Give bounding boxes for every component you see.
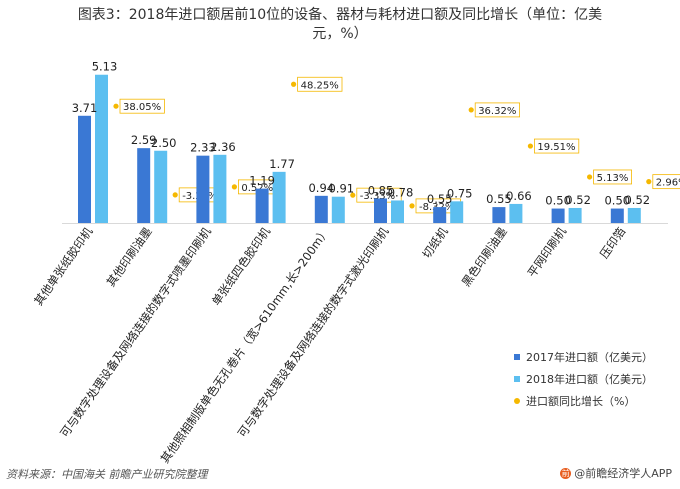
brand-logo-icon: 前 <box>560 467 572 479</box>
bar-2017 <box>78 115 91 223</box>
bar-2017 <box>551 208 565 223</box>
bar-label-2018: 2.36 <box>210 140 236 154</box>
chart-title-line2: 元，%） <box>312 26 368 42</box>
legend-swatch-2018 <box>514 376 520 382</box>
growth-point <box>291 81 297 87</box>
bar-label-2017: 2.33 <box>190 141 216 155</box>
category-label: 单张纸四色胶印机 <box>209 224 274 308</box>
bar-2018 <box>213 154 227 223</box>
legend-item-2018: 2018年进口额（亿美元） <box>514 368 653 390</box>
bar-label-2018: 0.91 <box>328 182 354 196</box>
growth-label-box <box>652 174 680 190</box>
category-label: 平网印刷机 <box>525 224 570 280</box>
bar-label-2017: 0.94 <box>308 181 334 195</box>
growth-point <box>646 179 652 185</box>
bar-2017 <box>137 148 151 223</box>
legend-swatch-2017 <box>514 354 520 360</box>
growth-label-box <box>474 102 521 118</box>
legend-label-2017: 2017年进口额（亿美元） <box>526 351 653 364</box>
bar-label-2017: 1.19 <box>249 174 275 188</box>
growth-label-box <box>534 138 580 154</box>
growth-point <box>231 184 237 190</box>
growth-label-box <box>297 76 343 92</box>
bar-2017 <box>433 207 447 223</box>
bar-label-2017: 0.50 <box>545 194 571 208</box>
growth-label: 0.52% <box>241 183 273 194</box>
bar-2018 <box>272 171 286 223</box>
bar-label-2017: 0.55 <box>427 192 453 206</box>
bar-2017 <box>196 155 210 223</box>
bar-label-2017: 0.55 <box>486 192 512 206</box>
growth-label: 19.51% <box>537 142 575 153</box>
legend-label-2018: 2018年进口额（亿美元） <box>526 373 653 386</box>
bar-label-2017: 0.85 <box>368 183 394 197</box>
bar-label-2018: 0.66 <box>506 189 532 203</box>
bar-2017 <box>374 198 387 223</box>
brand-credit: 前 @前瞻经济学人APP <box>560 465 672 481</box>
bar-2018 <box>391 200 404 223</box>
growth-point <box>587 174 593 180</box>
bar-label-2017: 2.59 <box>131 133 157 147</box>
bar-2018 <box>331 196 345 223</box>
legend-swatch-growth <box>514 398 520 404</box>
growth-label: 38.05% <box>123 102 161 113</box>
chart-title: 图表3：2018年进口额居前10位的设备、器材与耗材进口额及同比增长（单位：亿美… <box>0 6 680 44</box>
growth-label-box <box>593 169 632 185</box>
bar-label-2018: 5.13 <box>92 60 118 74</box>
bar-label-2018: 0.52 <box>565 193 591 207</box>
growth-label: 2.96% <box>656 178 680 189</box>
bar-label-2018: 2.50 <box>151 136 177 150</box>
bar-label-2018: 0.52 <box>624 193 650 207</box>
growth-label: -3.33% <box>360 191 395 202</box>
bar-2017 <box>610 208 624 223</box>
chart-legend: 2017年进口额（亿美元） 2018年进口额（亿美元） 进口额同比增长（%） <box>514 346 653 412</box>
bar-2017 <box>492 207 506 223</box>
bar-2018 <box>568 207 582 223</box>
bar-2018 <box>627 207 641 223</box>
bar-2018 <box>154 150 168 223</box>
source-note: 资料来源：中国海关 前瞻产业研究院整理 <box>6 468 208 481</box>
category-label: 切纸机 <box>419 224 451 261</box>
bar-2018 <box>509 203 523 223</box>
growth-label: 36.32% <box>478 106 516 117</box>
bar-2017 <box>314 195 328 223</box>
growth-point <box>350 192 356 198</box>
growth-label: 5.13% <box>597 173 629 184</box>
category-label: 压印箔 <box>597 225 628 261</box>
bar-label-2018: 1.77 <box>269 157 295 171</box>
category-label: 其他印刷油墨 <box>104 225 155 290</box>
bar-label-2017: 0.50 <box>604 194 630 208</box>
category-label: 黑色印刷油墨 <box>459 225 510 290</box>
growth-point <box>113 103 119 109</box>
legend-item-growth: 进口额同比增长（%） <box>514 390 653 412</box>
bar-label-2018: 0.75 <box>447 186 473 200</box>
bar-label-2017: 3.71 <box>72 101 98 115</box>
chart-title-line1: 图表3：2018年进口额居前10位的设备、器材与耗材进口额及同比增长（单位：亿美 <box>77 7 603 23</box>
growth-point <box>409 203 415 209</box>
bar-2018 <box>450 201 464 223</box>
growth-point <box>172 192 178 198</box>
bar-label-2018: 0.78 <box>388 185 414 199</box>
growth-label: 48.25% <box>301 80 339 91</box>
growth-point <box>468 107 474 113</box>
growth-label-box <box>119 98 165 114</box>
category-label: 其他单张纸胶印机 <box>31 224 96 308</box>
legend-item-2017: 2017年进口额（亿美元） <box>514 346 653 368</box>
bar-2018 <box>95 74 108 223</box>
growth-point <box>527 143 534 149</box>
legend-label-growth: 进口额同比增长（%） <box>526 395 636 408</box>
brand-credit-text: @前瞻经济学人APP <box>574 467 672 480</box>
bar-2017 <box>255 188 269 223</box>
